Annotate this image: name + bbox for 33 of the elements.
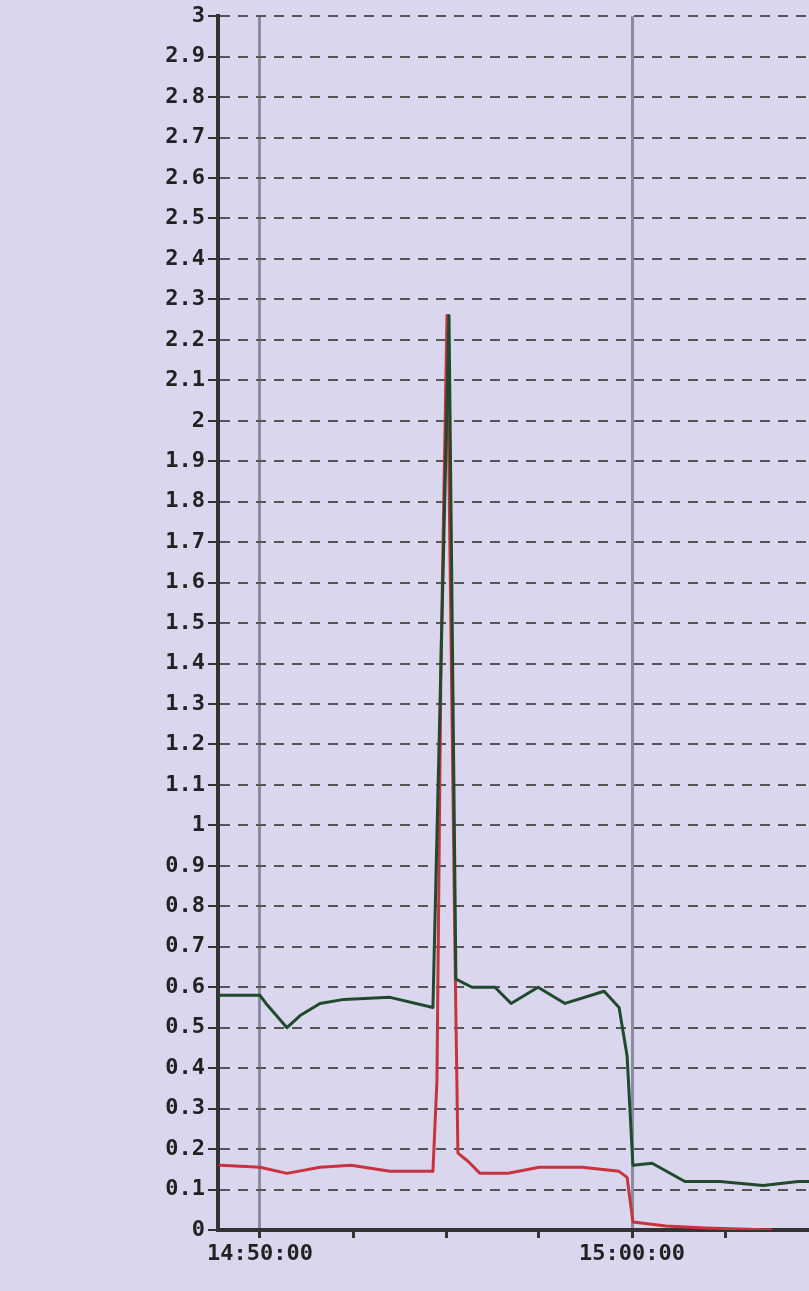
y-tick-label: 2.4 (165, 244, 205, 270)
y-tick-label: 0.9 (165, 851, 205, 877)
y-tick-label: 1.4 (165, 649, 205, 675)
y-tick-label: 2.8 (165, 82, 205, 108)
y-tick-label: 0.1 (165, 1175, 205, 1201)
y-tick-label: 1.3 (165, 689, 205, 715)
y-tick-label: 1.7 (165, 527, 205, 553)
y-tick-label: 1.9 (165, 446, 205, 472)
y-tick-label: 2.9 (165, 42, 205, 68)
y-tick-label: 1.6 (165, 568, 205, 594)
y-tick-label: 0.2 (165, 1134, 205, 1160)
y-tick-label: 1 (191, 811, 205, 837)
y-tick-label: 2 (191, 406, 205, 432)
y-tick-label: 0.7 (165, 932, 205, 958)
y-tick-label: 2.2 (165, 325, 205, 351)
y-tick-label: 0 (191, 1215, 205, 1241)
y-tick-label: 2.5 (165, 204, 205, 230)
y-tick-label: 0.6 (165, 972, 205, 998)
y-tick-label: 0.4 (165, 1053, 205, 1079)
y-tick-label: 0.5 (165, 1013, 205, 1039)
y-tick-label: 1.1 (165, 770, 205, 796)
y-tick-label: 1.2 (165, 730, 205, 756)
y-tick-label: 1.5 (165, 608, 205, 634)
y-tick-label: 3 (191, 1, 205, 27)
y-tick-label: 2.1 (165, 366, 205, 392)
y-tick-label: 0.3 (165, 1094, 205, 1120)
x-tick-label: 14:50:00 (206, 1239, 313, 1265)
y-tick-label: 2.3 (165, 285, 205, 311)
x-tick-label: 15:00:00 (579, 1239, 685, 1265)
y-tick-label: 0.8 (165, 892, 205, 918)
y-tick-label: 2.7 (165, 123, 205, 149)
y-tick-label: 1.8 (165, 487, 205, 513)
y-tick-label: 2.6 (165, 163, 205, 189)
